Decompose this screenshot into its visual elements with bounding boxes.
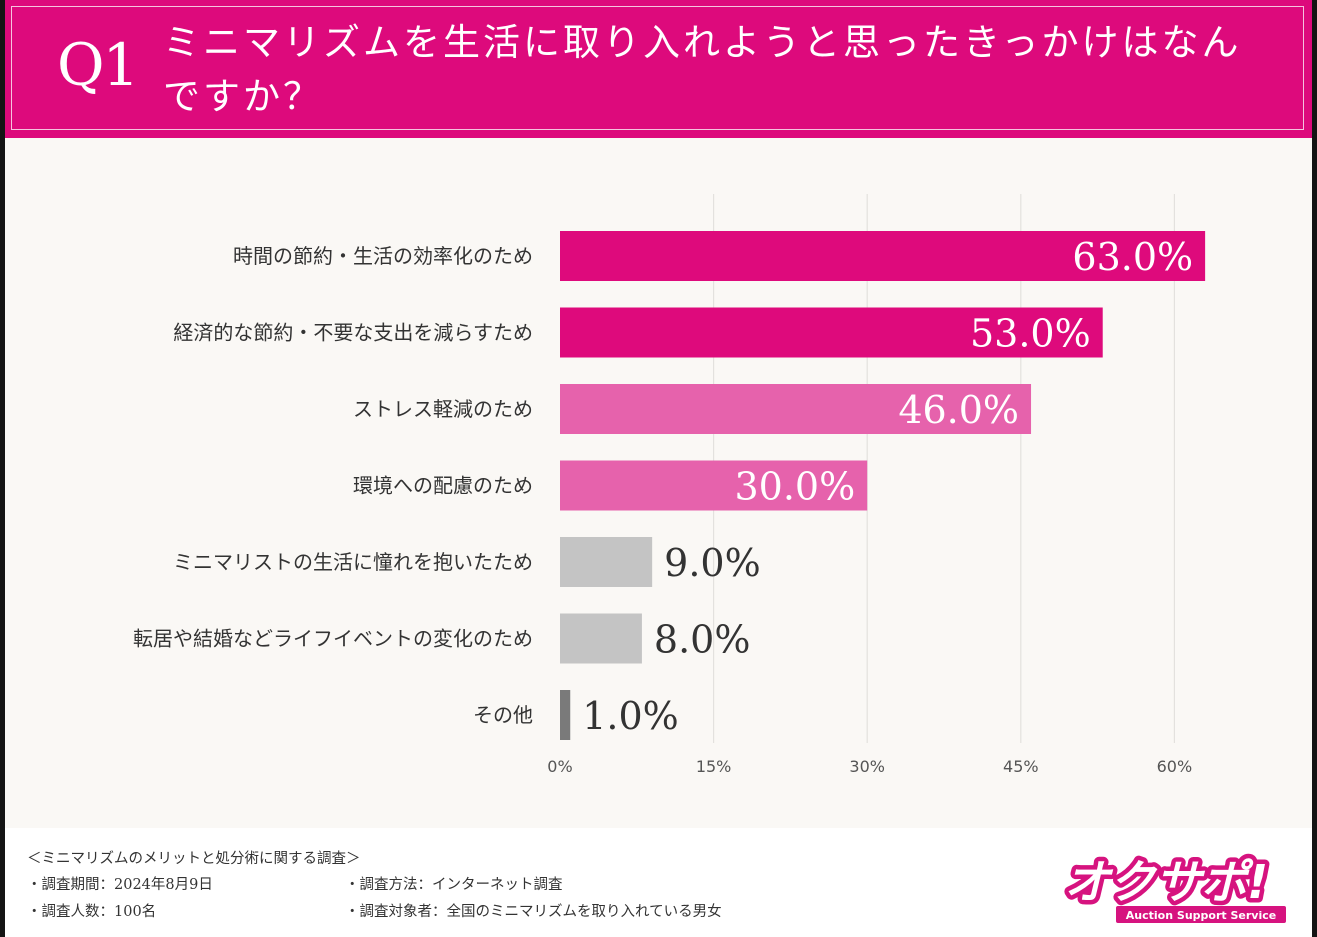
value-label: 63.0% [1072, 235, 1193, 279]
bar [560, 384, 1032, 434]
question-number: Q1 [57, 31, 139, 99]
value-label: 9.0% [664, 541, 761, 585]
logo-outline: オクサポ! [1064, 855, 1268, 909]
value-label: 53.0% [970, 312, 1091, 356]
bar [560, 307, 1103, 358]
category-label: 時間の節約・生活の効率化のため [233, 244, 533, 268]
question-title: ミニマリズムを生活に取り入れようと思ったきっかけはなんですか？ [163, 21, 1242, 118]
survey-target: ・調査対象者：全国のミニマリズムを取り入れている男女 [345, 904, 722, 920]
header-banner: Q1 ミニマリズムを生活に取り入れようと思ったきっかけはなんですか？ [5, 0, 1312, 138]
logo-subtext: Auction Support Service [1126, 909, 1276, 922]
survey-method: ・調査方法：インターネット調査 [345, 877, 563, 893]
x-tick-label: 30% [849, 757, 885, 776]
logo-ribbon [1116, 906, 1286, 923]
footer: ＜ミニマリズムのメリットと処分術に関する調査＞ ・調査期間：2024年8月9日 … [5, 828, 1312, 937]
oksapo-logo: オクサポ! オクサポ! Auction Support Service [1060, 851, 1286, 923]
logo-text: オクサポ! [1064, 855, 1268, 909]
value-label: 30.0% [734, 465, 855, 509]
category-label: ストレス軽減のため [353, 397, 533, 421]
survey-period: ・調査期間：2024年8月9日 [27, 877, 213, 893]
category-label: その他 [473, 703, 533, 727]
x-tick-label: 0% [547, 757, 572, 776]
value-label: 1.0% [582, 694, 679, 738]
x-tick-label: 15% [696, 757, 732, 776]
header-border [11, 6, 1304, 130]
value-label: 46.0% [898, 388, 1019, 432]
category-label: 転居や結婚などライフイベントの変化のため [133, 627, 533, 651]
x-tick-label: 60% [1157, 757, 1193, 776]
bar [560, 690, 571, 740]
value-label: 8.0% [654, 618, 751, 662]
survey-respondents: ・調査人数：100名 [27, 904, 157, 920]
bar [560, 613, 642, 664]
bar [560, 537, 653, 587]
category-label: ミニマリストの生活に憧れを抱いたため [173, 550, 533, 574]
category-label: 環境への配慮のため [353, 474, 533, 498]
survey-title: ＜ミニマリズムのメリットと処分術に関する調査＞ [27, 851, 361, 867]
bar-chart: 0% 15% 30% 45% 60% 時間の節約・生活の効率化のため 63.0% 経済的な節約… [133, 194, 1206, 776]
category-label: 経済的な節約・不要な支出を減らすため [173, 321, 533, 345]
infographic: Q1 ミニマリズムを生活に取り入れようと思ったきっかけはなんですか？ 0% 15%… [5, 0, 1312, 937]
bar-chart-area: 0% 15% 30% 45% 60% 時間の節約・生活の効率化のため 63.0% 経済的な節約… [5, 138, 1312, 828]
x-tick-label: 45% [1003, 757, 1039, 776]
bar [560, 460, 868, 511]
bar [560, 231, 1206, 281]
